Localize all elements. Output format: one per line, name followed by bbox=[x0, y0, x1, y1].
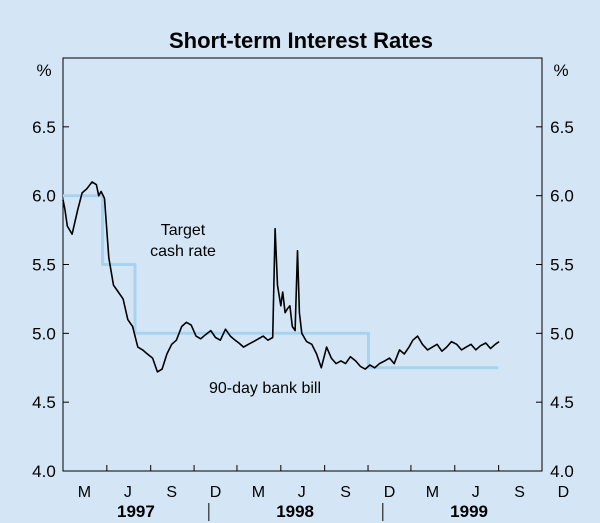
y-tick-label-right: 6.5 bbox=[550, 118, 574, 137]
x-month-label: S bbox=[340, 484, 351, 501]
y-tick-label-right: 4.0 bbox=[550, 462, 574, 481]
target-cash-rate-label: Target bbox=[161, 222, 206, 239]
y-tick-label-left: 4.0 bbox=[32, 462, 56, 481]
x-month-label: M bbox=[252, 484, 265, 501]
y-tick-label-left: 5.0 bbox=[32, 324, 56, 343]
x-month-label: J bbox=[124, 484, 132, 501]
target-cash-rate-line bbox=[63, 194, 499, 370]
x-month-label: J bbox=[472, 484, 480, 501]
target-cash-rate-label-line2: cash rate bbox=[150, 243, 216, 260]
x-month-label: S bbox=[166, 484, 177, 501]
y-tick-label-right: 5.0 bbox=[550, 324, 574, 343]
90-day-bank-bill-line bbox=[62, 181, 500, 373]
x-month-label: D bbox=[210, 484, 222, 501]
x-month-label: S bbox=[514, 484, 525, 501]
y-tick-label-left: 4.5 bbox=[32, 393, 56, 412]
y-tick-label-right: 5.5 bbox=[550, 256, 574, 275]
y-tick-label-left: 5.5 bbox=[32, 256, 56, 275]
x-month-label: D bbox=[384, 484, 396, 501]
chart-title: Short-term Interest Rates bbox=[169, 28, 433, 53]
x-month-label: M bbox=[426, 484, 439, 501]
x-month-label: J bbox=[298, 484, 306, 501]
x-year-label: 1999 bbox=[450, 502, 488, 521]
x-month-label: D bbox=[558, 484, 570, 501]
x-year-label: 1998 bbox=[276, 502, 314, 521]
x-month-label: M bbox=[78, 484, 91, 501]
left-unit-label: % bbox=[36, 61, 51, 80]
x-year-label: 1997 bbox=[117, 502, 155, 521]
right-unit-label: % bbox=[553, 61, 568, 80]
y-tick-label-right: 6.0 bbox=[550, 187, 574, 206]
y-tick-label-left: 6.0 bbox=[32, 187, 56, 206]
y-tick-label-left: 6.5 bbox=[32, 118, 56, 137]
bank-bill-label: 90-day bank bill bbox=[209, 380, 321, 397]
y-tick-label-right: 4.5 bbox=[550, 393, 574, 412]
